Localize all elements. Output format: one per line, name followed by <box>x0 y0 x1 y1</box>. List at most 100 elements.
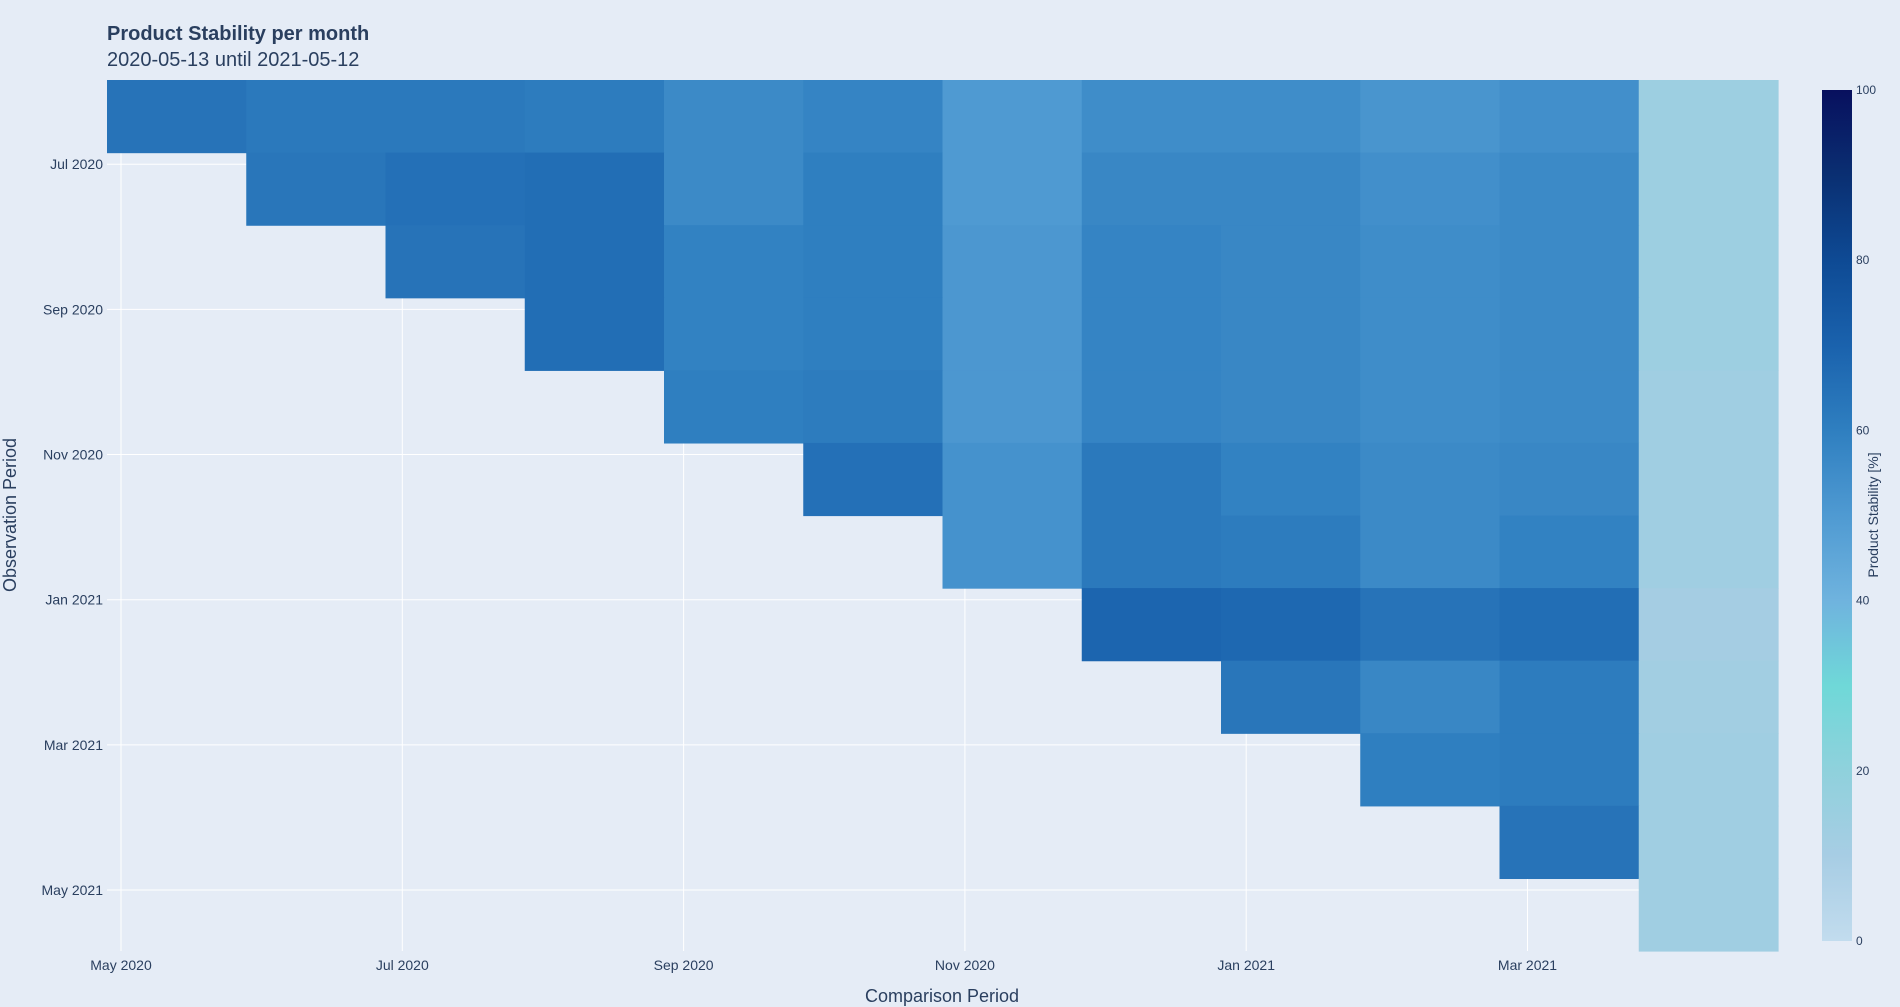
heatmap-cell <box>1638 370 1779 444</box>
heatmap-cell <box>1360 225 1501 299</box>
heatmap-cell <box>1081 370 1222 444</box>
heatmap-cell <box>1638 660 1779 734</box>
y-tick-label: Jan 2021 <box>45 592 103 608</box>
heatmap-cell <box>942 297 1083 371</box>
heatmap-cell <box>1221 515 1361 589</box>
heatmap-cell <box>1499 515 1640 589</box>
heatmap-cell <box>942 442 1083 517</box>
chart-title: Product Stability per month <box>107 23 369 45</box>
heatmap-cell <box>1638 588 1779 662</box>
x-tick-label: Jul 2020 <box>376 957 429 973</box>
heatmap-cell <box>1221 297 1361 371</box>
heatmap-cell <box>1638 878 1779 952</box>
heatmap-cell <box>664 80 804 154</box>
heatmap-cell <box>1499 660 1640 734</box>
colorbar-tick-label: 40 <box>1856 594 1870 608</box>
chart-subtitle: 2020-05-13 until 2021-05-12 <box>107 49 359 71</box>
heatmap-cell <box>246 152 387 226</box>
colorbar-title: Product Stability [%] <box>1865 452 1881 577</box>
heatmap-cell <box>1499 370 1640 444</box>
y-tick-label: Sep 2020 <box>43 301 103 317</box>
heatmap-cell <box>1499 297 1640 371</box>
x-tick-label: Mar 2021 <box>1498 957 1557 973</box>
heatmap-cell <box>1081 225 1222 299</box>
x-tick-label: May 2020 <box>90 957 152 973</box>
heatmap-cell <box>1360 733 1501 807</box>
heatmap-cell <box>803 297 944 371</box>
heatmap-cell <box>1499 225 1640 299</box>
heatmap-cell <box>1081 297 1222 371</box>
heatmap-cell <box>1499 442 1640 517</box>
y-tick-label: Nov 2020 <box>43 447 103 463</box>
heatmap-cell <box>1081 588 1222 662</box>
heatmap-cell <box>1638 80 1779 154</box>
x-tick-label: Sep 2020 <box>654 957 714 973</box>
heatmap-cell <box>524 225 665 299</box>
heatmap-cell <box>1638 152 1779 226</box>
heatmap-cell <box>1360 297 1501 371</box>
heatmap-cell <box>664 152 804 226</box>
heatmap-cell <box>385 80 526 154</box>
heatmap-cell <box>246 80 387 154</box>
colorbar-tick-label: 0 <box>1856 934 1863 948</box>
heatmap-cell <box>1638 733 1779 807</box>
heatmap-cell <box>1360 442 1501 517</box>
heatmap-cell <box>1081 152 1222 226</box>
heatmap-cell <box>942 225 1083 299</box>
y-tick-label: May 2021 <box>42 882 104 898</box>
heatmap-cell <box>1360 515 1501 589</box>
heatmap-cell <box>803 370 944 444</box>
heatmap-cell <box>1221 152 1361 226</box>
heatmap-cell <box>1638 515 1779 589</box>
heatmap-cell <box>1081 442 1222 517</box>
heatmap-cell <box>524 152 665 226</box>
x-axis-title: Comparison Period <box>865 986 1019 1006</box>
heatmap-cell <box>942 80 1083 154</box>
y-axis-ticks: Jul 2020 Sep 2020 Nov 2020 Jan 2021 Mar 2021… <box>42 156 104 898</box>
heatmap-cell <box>524 297 665 371</box>
heatmap-cell <box>664 297 804 371</box>
heatmap-cell <box>1499 80 1640 154</box>
heatmap-cell <box>1221 225 1361 299</box>
heatmap-cell <box>524 80 665 154</box>
heatmap-cell <box>1360 588 1501 662</box>
heatmap-cell <box>942 152 1083 226</box>
y-axis-title: Observation Period <box>0 438 20 592</box>
x-tick-label: Nov 2020 <box>935 957 995 973</box>
heatmap-cell <box>107 80 247 154</box>
colorbar-tick-label: 100 <box>1856 83 1876 97</box>
colorbar-ticks: 0 20 40 60 80 100 <box>1856 83 1876 948</box>
heatmap-cell <box>1221 588 1361 662</box>
heatmap-cell <box>803 442 944 517</box>
heatmap-cell <box>385 152 526 226</box>
colorbar <box>1822 90 1852 941</box>
heatmap-cells <box>107 80 1779 952</box>
y-tick-label: Mar 2021 <box>44 737 103 753</box>
heatmap-cell <box>1499 588 1640 662</box>
heatmap-cell <box>664 225 804 299</box>
heatmap-cell <box>1221 442 1361 517</box>
x-axis-ticks: May 2020 Jul 2020 Sep 2020 Nov 2020 Jan 2021… <box>90 957 1557 973</box>
colorbar-tick-label: 60 <box>1856 423 1870 437</box>
heatmap-cell <box>1221 370 1361 444</box>
heatmap-cell <box>942 515 1083 589</box>
colorbar-tick-label: 80 <box>1856 253 1870 267</box>
x-tick-label: Jan 2021 <box>1217 957 1275 973</box>
heatmap-cell <box>1638 225 1779 299</box>
heatmap-cell <box>803 152 944 226</box>
heatmap-cell <box>1499 152 1640 226</box>
heatmap-cell <box>1638 805 1779 880</box>
heatmap-cell <box>1499 805 1640 880</box>
colorbar-tick-label: 20 <box>1856 764 1870 778</box>
heatmap-cell <box>1360 80 1501 154</box>
heatmap-cell <box>1360 660 1501 734</box>
heatmap-cell <box>664 370 804 444</box>
heatmap-cell <box>1360 370 1501 444</box>
heatmap-cell <box>1081 80 1222 154</box>
heatmap-cell <box>1360 152 1501 226</box>
heatmap-cell <box>803 80 944 154</box>
heatmap-cell <box>1221 80 1361 154</box>
heatmap-cell <box>385 225 526 299</box>
heatmap-cell <box>803 225 944 299</box>
